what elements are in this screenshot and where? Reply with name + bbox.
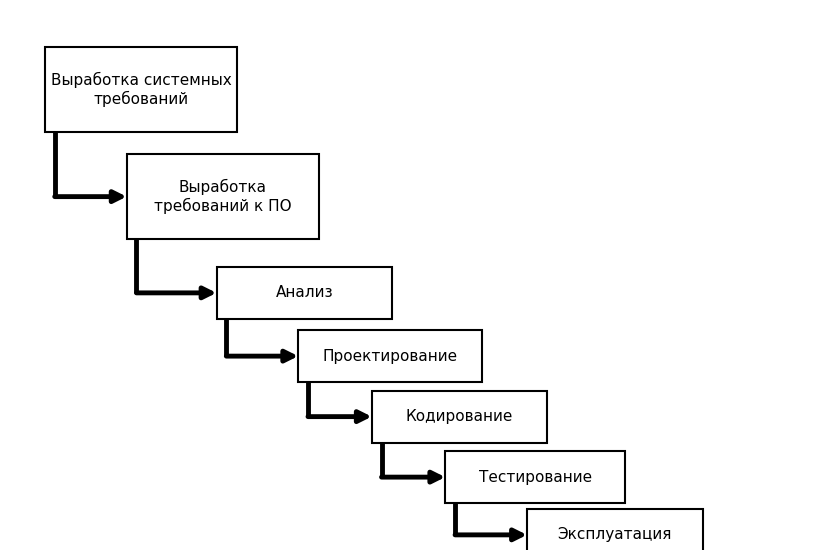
Text: Эксплуатация: Эксплуатация — [558, 527, 672, 542]
Text: Кодирование: Кодирование — [406, 409, 513, 424]
Text: Тестирование: Тестирование — [479, 470, 592, 485]
FancyBboxPatch shape — [298, 330, 482, 382]
Text: Выработка
требований к ПО: Выработка требований к ПО — [154, 179, 292, 214]
FancyBboxPatch shape — [372, 390, 547, 443]
FancyBboxPatch shape — [45, 47, 237, 132]
Text: Проектирование: Проектирование — [323, 349, 458, 364]
FancyBboxPatch shape — [127, 154, 319, 239]
FancyBboxPatch shape — [527, 509, 703, 550]
FancyBboxPatch shape — [217, 267, 392, 319]
Text: Анализ: Анализ — [275, 285, 333, 300]
Text: Выработка системных
требований: Выработка системных требований — [51, 72, 231, 107]
FancyBboxPatch shape — [445, 451, 625, 503]
